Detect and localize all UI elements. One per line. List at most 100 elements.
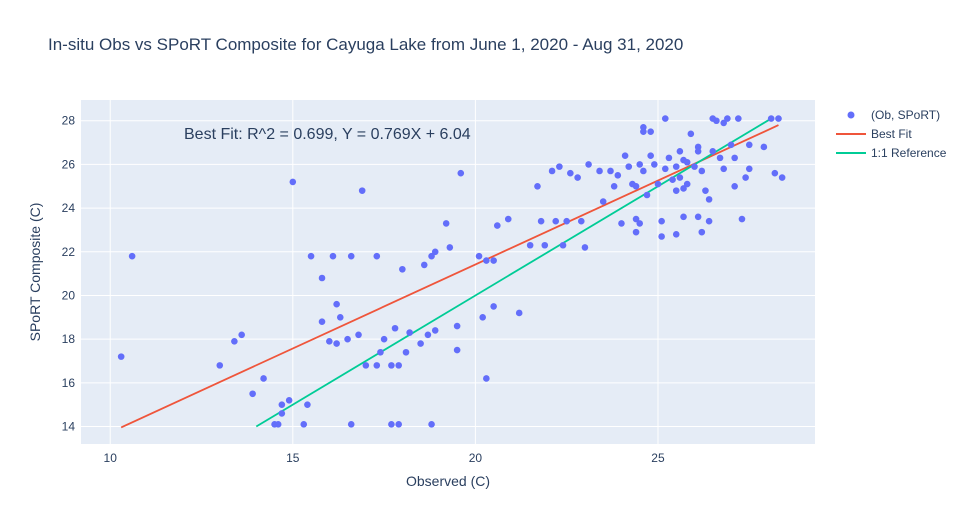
data-point (493, 222, 501, 229)
data-point (373, 252, 381, 260)
data-point (713, 117, 720, 125)
legend[interactable]: (Ob, SPoRT) Best Fit 1:1 Reference (836, 108, 947, 160)
data-point (380, 335, 388, 343)
data-point (428, 252, 435, 260)
data-point (216, 362, 224, 369)
data-point (285, 397, 293, 404)
data-point (300, 421, 308, 428)
best-fit-annotation: Best Fit: R^2 = 0.699, Y = 0.769X + 6.04 (184, 126, 471, 143)
legend-item-best-fit[interactable]: Best Fit (836, 127, 912, 141)
data-point (745, 165, 753, 173)
data-point (716, 154, 724, 162)
legend-item-reference[interactable]: 1:1 Reference (836, 146, 947, 160)
data-point (640, 167, 647, 175)
legend-item-observations[interactable]: (Ob, SPoRT) (847, 108, 941, 122)
data-point (395, 421, 403, 428)
data-point (705, 196, 713, 203)
data-point (504, 215, 512, 223)
data-point (278, 410, 286, 417)
axis-ticks: 10 15 20 25 14 16 18 20 22 24 26 28 (62, 114, 665, 465)
data-point (318, 274, 326, 282)
data-point (610, 182, 618, 190)
data-point (647, 152, 654, 159)
x-tick-label: 15 (286, 451, 300, 465)
data-point (676, 148, 684, 155)
data-point (289, 178, 297, 186)
reference-line (255, 117, 772, 428)
data-point (483, 257, 490, 264)
y-tick-label: 18 (62, 332, 76, 346)
data-point (307, 252, 315, 260)
data-point (534, 182, 541, 190)
data-point (574, 174, 581, 181)
data-point (775, 115, 782, 122)
data-point (654, 180, 662, 188)
data-point (117, 353, 125, 360)
data-point (406, 329, 413, 336)
best-fit-line (120, 124, 779, 429)
data-point (567, 169, 574, 177)
data-point (698, 167, 706, 175)
data-point (647, 128, 654, 135)
data-point (727, 141, 735, 149)
legend-marker-observations (847, 111, 855, 119)
data-point (680, 185, 687, 192)
data-point (745, 141, 753, 149)
data-point (665, 154, 673, 162)
data-point (658, 217, 665, 225)
y-tick-label: 22 (62, 245, 76, 259)
data-point (336, 314, 344, 321)
data-point (347, 252, 355, 260)
data-point (618, 220, 625, 227)
data-point (457, 169, 465, 177)
data-point (388, 362, 395, 369)
data-point (676, 174, 684, 181)
grid-lines (81, 100, 815, 444)
data-point (661, 165, 669, 173)
data-point (388, 421, 395, 428)
data-point (691, 163, 698, 170)
data-point (274, 421, 282, 428)
data-point (329, 252, 337, 260)
chart-title: In-situ Obs vs SPoRT Composite for Cayug… (48, 35, 683, 54)
data-point (731, 154, 738, 162)
legend-label-reference: 1:1 Reference (871, 146, 947, 160)
data-point (333, 340, 340, 347)
data-point (490, 303, 497, 310)
data-point (479, 314, 486, 321)
data-point (399, 265, 406, 273)
data-point (559, 241, 567, 249)
plot-area (81, 100, 815, 444)
data-point (607, 167, 614, 175)
data-point (395, 362, 403, 369)
data-point (735, 115, 742, 122)
data-point (672, 187, 680, 194)
data-point (632, 215, 640, 223)
data-point (585, 161, 592, 168)
data-point (672, 231, 680, 238)
data-point (355, 331, 362, 339)
x-axis-title: Observed (C) (406, 473, 490, 489)
data-point (446, 244, 454, 251)
data-point (724, 115, 731, 122)
data-point (333, 300, 340, 308)
data-point (231, 338, 238, 345)
data-point (771, 169, 779, 177)
y-tick-label: 20 (62, 288, 76, 302)
data-point (581, 244, 589, 251)
data-point (632, 182, 640, 190)
data-point (709, 148, 717, 155)
data-point (326, 338, 333, 345)
data-point (344, 335, 351, 343)
data-point (490, 257, 497, 264)
data-point (767, 115, 775, 122)
data-point (705, 217, 713, 225)
data-point (475, 252, 483, 260)
data-point (453, 322, 461, 330)
data-point (596, 167, 603, 175)
y-tick-label: 16 (62, 376, 76, 390)
data-point (694, 148, 702, 155)
data-point (238, 331, 245, 339)
data-point (552, 217, 560, 225)
data-point (577, 217, 585, 225)
